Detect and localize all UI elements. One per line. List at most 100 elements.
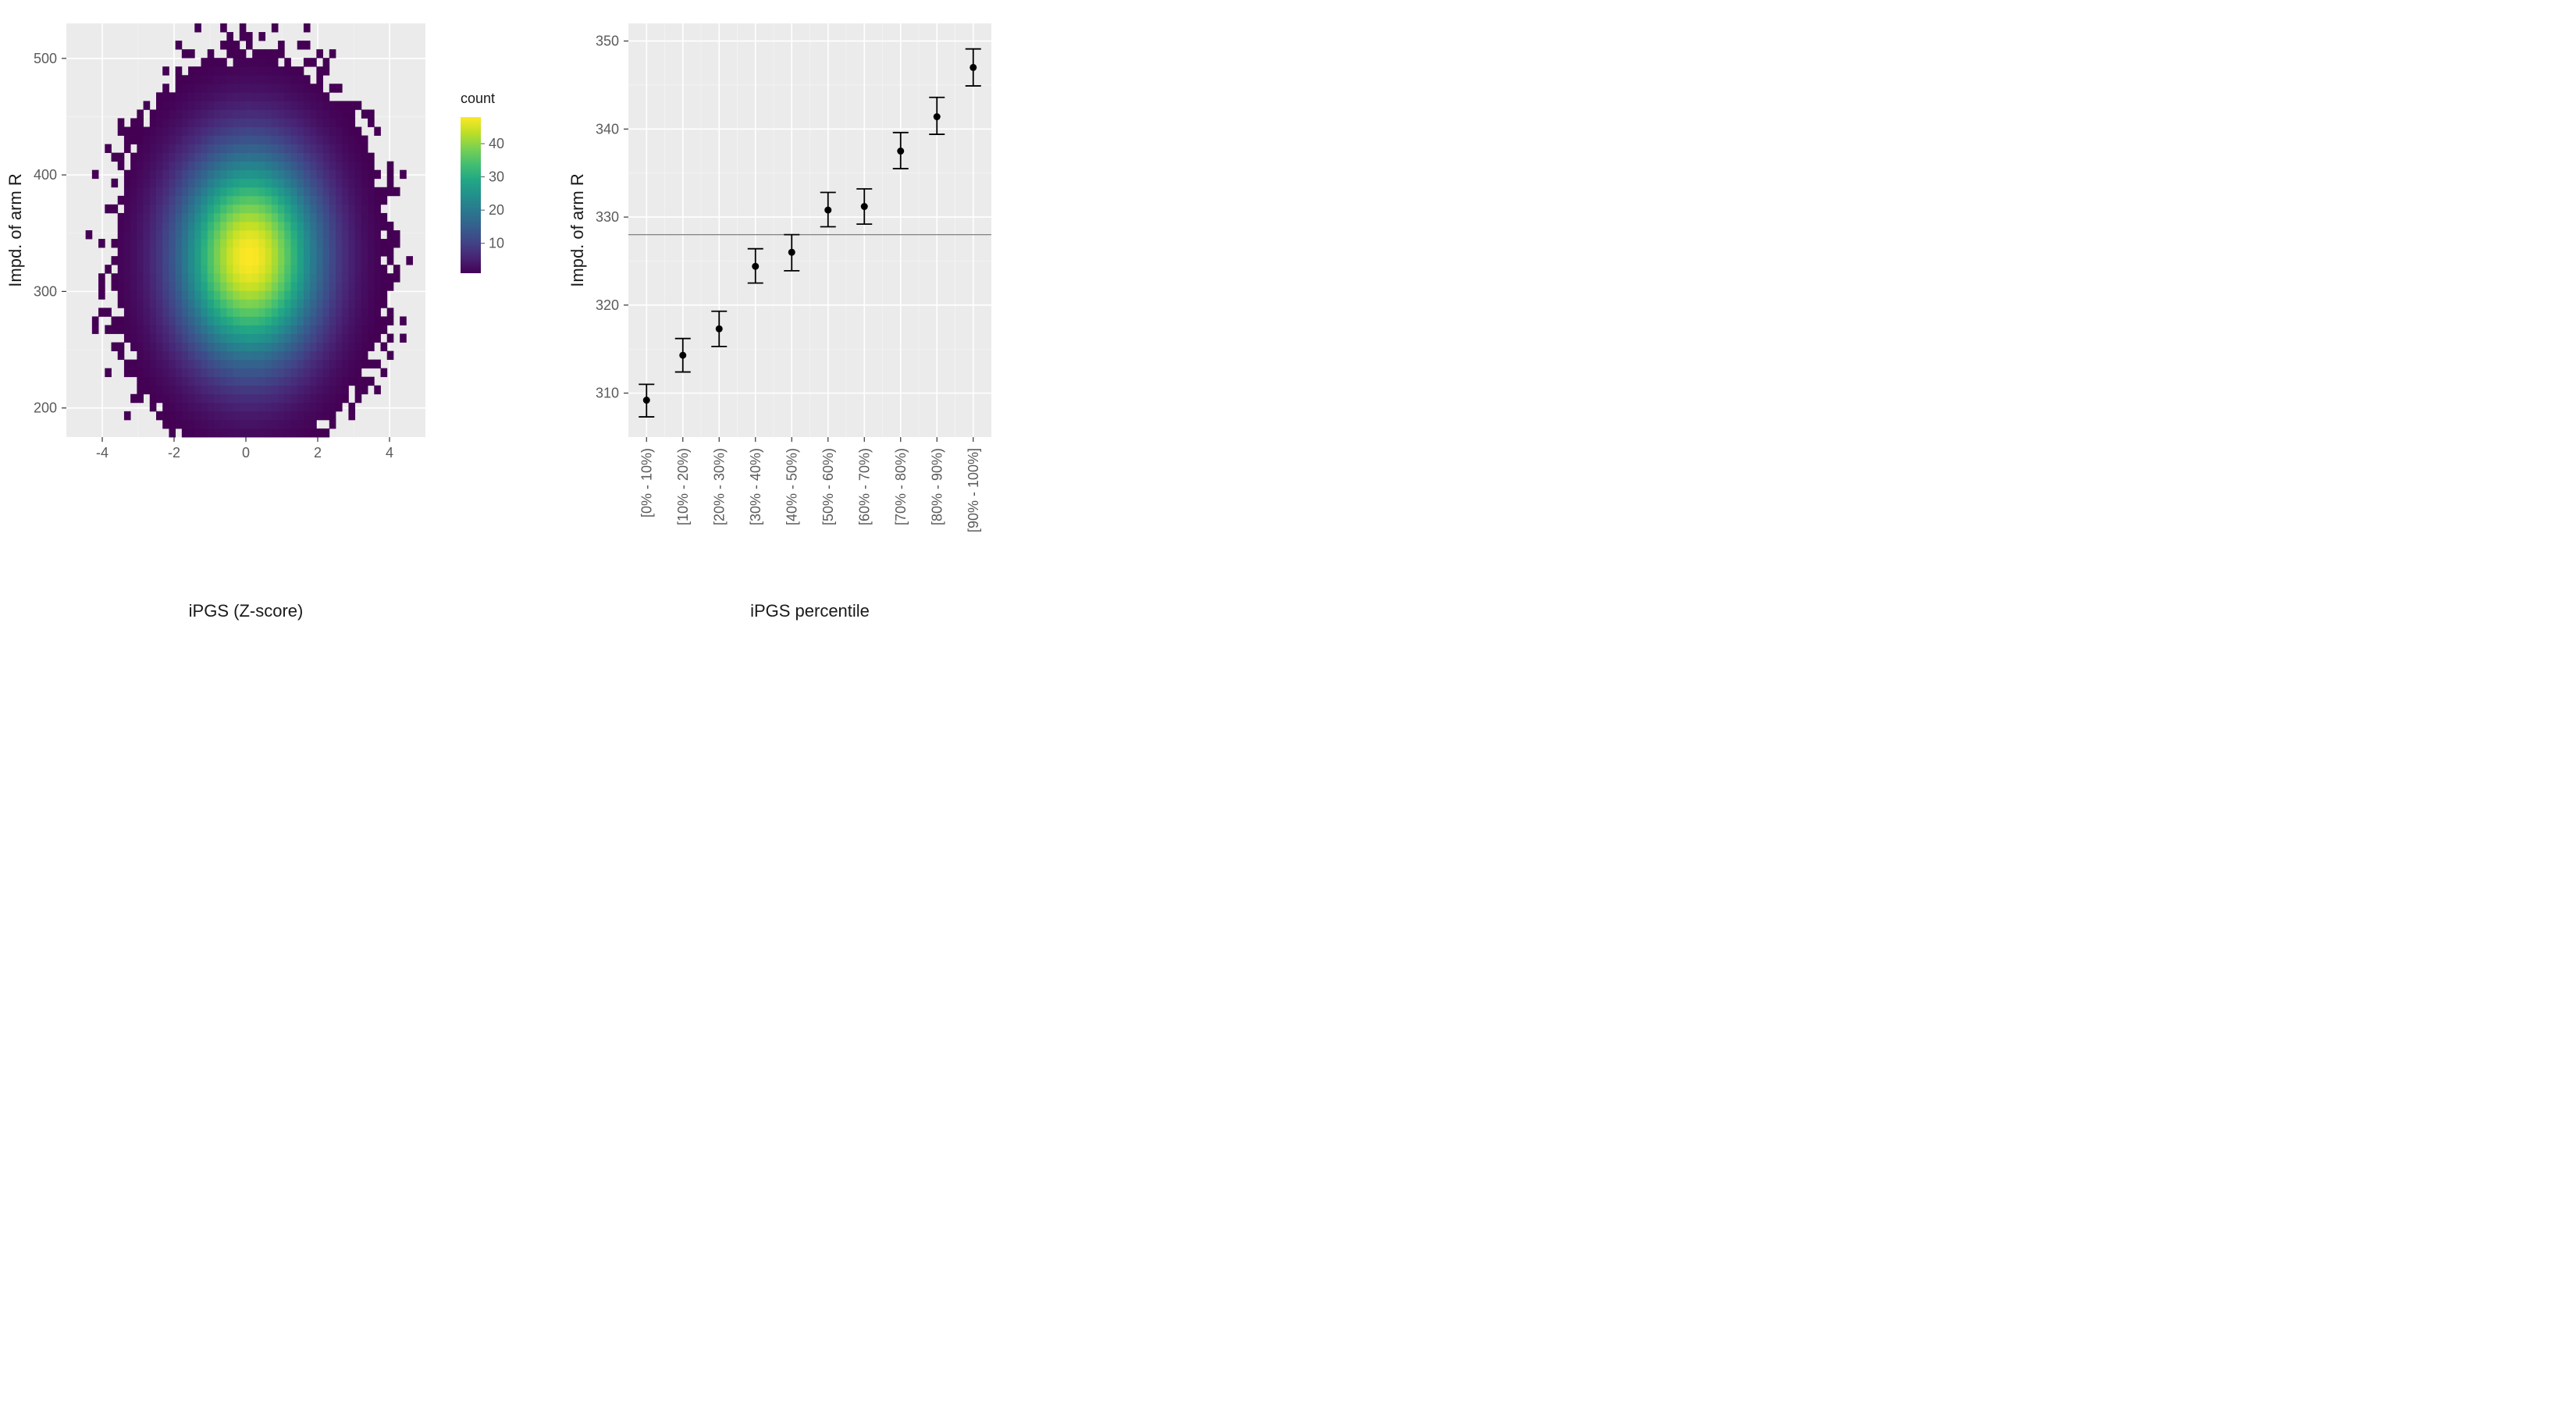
heatmap-cell	[137, 343, 144, 351]
heatmap-cell	[162, 118, 169, 126]
mean-point	[679, 352, 686, 359]
heatmap-cell	[297, 41, 304, 49]
heatmap-cell	[194, 351, 201, 360]
heatmap-cell	[329, 325, 336, 333]
heatmap-cell	[381, 239, 388, 247]
heatmap-cell	[304, 213, 311, 222]
heatmap-cell	[240, 222, 247, 230]
heatmap-cell	[162, 360, 169, 368]
heatmap-cell	[336, 368, 343, 377]
heatmap-cell	[258, 84, 265, 92]
heatmap-cell	[226, 377, 233, 386]
heatmap-cell	[240, 282, 247, 290]
heatmap-cell	[226, 429, 233, 437]
heatmap-cell	[214, 394, 221, 403]
heatmap-cell	[233, 196, 240, 205]
heatmap-cell	[291, 179, 298, 187]
heatmap-cell	[252, 343, 259, 351]
heatmap-cell	[156, 162, 163, 170]
heatmap-cell	[265, 394, 272, 403]
heatmap-cell	[272, 411, 279, 420]
heatmap-cell	[284, 127, 291, 136]
heatmap-cell	[310, 343, 317, 351]
heatmap-cell	[355, 386, 362, 394]
heatmap-cell	[246, 247, 253, 256]
heatmap-cell	[240, 411, 247, 420]
heatmap-cell	[329, 230, 336, 239]
heatmap-cell	[381, 325, 388, 333]
heatmap-cell	[240, 429, 247, 437]
heatmap-cell	[336, 334, 343, 343]
heatmap-cell	[246, 222, 253, 230]
heatmap-cell	[226, 213, 233, 222]
heatmap-cell	[182, 109, 189, 118]
heatmap-cell	[323, 403, 330, 411]
heatmap-cell	[252, 360, 259, 368]
heatmap-cell	[233, 162, 240, 170]
heatmap-cell	[169, 92, 176, 101]
heatmap-cell	[342, 351, 349, 360]
heatmap-cell	[137, 334, 144, 343]
heatmap-cell	[150, 290, 157, 299]
heatmap-cell	[304, 118, 311, 126]
heatmap-cell	[336, 84, 343, 92]
heatmap-cell	[323, 101, 330, 109]
heatmap-cell	[342, 308, 349, 316]
heatmap-cell	[162, 187, 169, 196]
heatmap-cell	[130, 230, 137, 239]
heatmap-cell	[214, 213, 221, 222]
heatmap-cell	[169, 247, 176, 256]
figure-svg: -4-2024200300400500iPGS (Z-score)Impd. o…	[0, 0, 1171, 640]
heatmap-cell	[252, 325, 259, 333]
heatmap-cell	[182, 127, 189, 136]
heatmap-cell	[316, 136, 323, 144]
heatmap-cell	[348, 325, 355, 333]
heatmap-cell	[226, 386, 233, 394]
heatmap-cell	[214, 403, 221, 411]
heatmap-cell	[226, 118, 233, 126]
heatmap-cell	[226, 32, 233, 41]
heatmap-cell	[208, 403, 215, 411]
heatmap-cell	[348, 265, 355, 273]
heatmap-cell	[208, 386, 215, 394]
heatmap-cell	[323, 290, 330, 299]
heatmap-cell	[316, 66, 323, 75]
heatmap-cell	[220, 420, 227, 429]
heatmap-cell	[208, 75, 215, 84]
heatmap-cell	[156, 153, 163, 162]
heatmap-cell	[208, 411, 215, 420]
heatmap-cell	[176, 41, 183, 49]
heatmap-cell	[265, 325, 272, 333]
heatmap-cell	[176, 394, 183, 403]
heatmap-cell	[194, 84, 201, 92]
heatmap-cell	[162, 101, 169, 109]
heatmap-cell	[246, 334, 253, 343]
heatmap-cell	[304, 403, 311, 411]
heatmap-cell	[233, 75, 240, 84]
heatmap-cell	[252, 420, 259, 429]
heatmap-cell	[272, 162, 279, 170]
heatmap-cell	[329, 205, 336, 213]
heatmap-cell	[291, 282, 298, 290]
heatmap-cell	[233, 179, 240, 187]
heatmap-cell	[182, 420, 189, 429]
heatmap-cell	[162, 403, 169, 411]
heatmap-cell	[124, 411, 131, 420]
heatmap-cell	[252, 92, 259, 101]
heatmap-cell	[252, 290, 259, 299]
heatmap-cell	[258, 196, 265, 205]
heatmap-cell	[233, 136, 240, 144]
heatmap-cell	[201, 343, 208, 351]
heatmap-cell	[124, 213, 131, 222]
heatmap-cell	[240, 153, 247, 162]
heatmap-cell	[278, 325, 285, 333]
heatmap-cell	[272, 92, 279, 101]
heatmap-cell	[188, 136, 195, 144]
heatmap-cell	[310, 144, 317, 153]
heatmap-cell	[252, 334, 259, 343]
heatmap-cell	[188, 265, 195, 273]
heatmap-cell	[176, 273, 183, 282]
heatmap-cell	[220, 84, 227, 92]
heatmap-cell	[272, 343, 279, 351]
heatmap-cell	[137, 109, 144, 118]
